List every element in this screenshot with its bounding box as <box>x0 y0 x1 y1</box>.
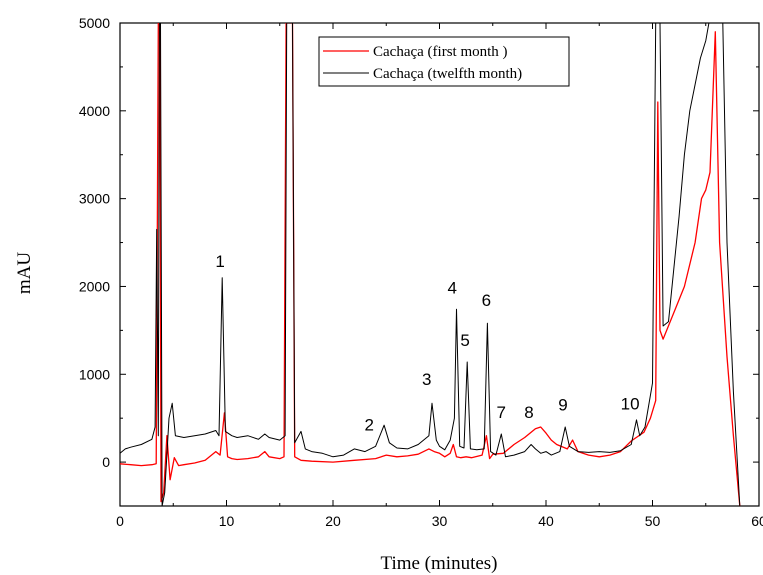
peak-label-9: 9 <box>558 395 567 414</box>
peak-label-8: 8 <box>524 403 533 422</box>
axis-ticks: 0 10 20 30 40 50 60 0 1000 2000 3000 4000 5000 <box>79 15 763 529</box>
x-axis-title: Time (minutes) <box>381 553 498 574</box>
peak-label-1: 1 <box>215 252 224 271</box>
x-tick-label: 60 <box>751 513 763 529</box>
x-tick-label: 30 <box>432 513 448 529</box>
legend-label-twelfth-month: Cachaça (twelfth month) <box>373 66 522 82</box>
y-tick-label: 3000 <box>79 191 110 207</box>
y-tick-label: 5000 <box>79 15 110 31</box>
y-tick-label: 4000 <box>79 103 110 119</box>
y-tick-label: 0 <box>102 454 110 470</box>
series-line-first-month <box>120 23 741 506</box>
x-tick-label: 0 <box>116 513 124 529</box>
y-axis-title: mAU <box>14 252 35 295</box>
legend-box <box>318 36 570 87</box>
peak-label-7: 7 <box>497 403 506 422</box>
y-tick-label: 2000 <box>79 278 110 294</box>
peak-labels: 1 2 3 4 5 6 7 8 9 10 <box>215 252 639 434</box>
series-line-twelfth-month <box>120 23 741 506</box>
x-tick-label: 20 <box>325 513 341 529</box>
peak-label-3: 3 <box>422 370 431 389</box>
peak-label-4: 4 <box>448 278 457 297</box>
legend: Cachaça (first month ) Cachaça (twelfth … <box>318 36 570 87</box>
peak-label-6: 6 <box>482 291 491 310</box>
x-tick-label: 40 <box>538 513 554 529</box>
legend-label-first-month: Cachaça (first month ) <box>373 44 508 60</box>
peak-label-10: 10 <box>621 394 640 413</box>
x-tick-label: 10 <box>219 513 235 529</box>
peak-label-5: 5 <box>460 331 469 350</box>
y-tick-label: 1000 <box>79 366 110 382</box>
series-layer <box>120 23 741 506</box>
x-tick-label: 50 <box>645 513 661 529</box>
peak-label-2: 2 <box>364 415 373 434</box>
